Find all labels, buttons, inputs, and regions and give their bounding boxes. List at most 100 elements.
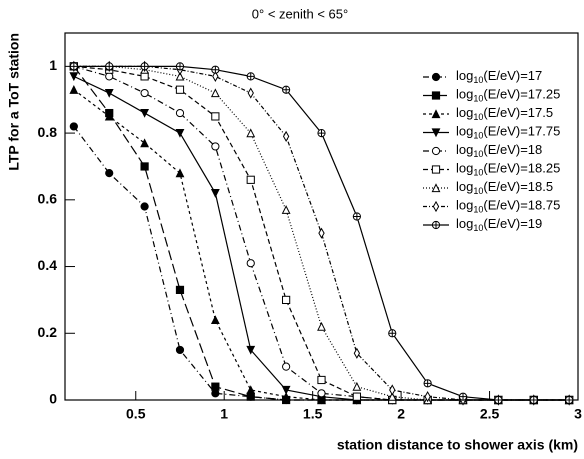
marker <box>211 142 220 151</box>
legend-label: log10(E/eV)=18.5 <box>456 179 553 196</box>
marker <box>318 227 325 239</box>
y-tick-label: 0.6 <box>38 191 58 207</box>
marker <box>175 85 185 94</box>
marker <box>69 72 79 82</box>
legend-subscript: 10 <box>473 112 483 122</box>
legend-text: (E/eV)=18.25 <box>483 161 560 176</box>
marker <box>246 385 256 395</box>
legend-text: (E/eV)=17 <box>483 68 542 83</box>
marker <box>210 189 220 198</box>
marker <box>317 389 326 398</box>
marker <box>104 88 114 98</box>
marker-cross <box>459 393 467 401</box>
legend-subscript: 10 <box>473 149 483 159</box>
marker <box>211 112 220 121</box>
marker <box>317 375 326 385</box>
marker <box>246 175 255 184</box>
marker <box>281 205 291 214</box>
marker <box>432 200 440 213</box>
marker-cross <box>494 396 502 404</box>
marker <box>247 87 254 99</box>
marker <box>282 85 291 94</box>
marker <box>140 108 150 118</box>
marker <box>175 128 185 138</box>
marker <box>431 72 441 82</box>
marker <box>281 391 291 401</box>
marker <box>69 122 78 131</box>
y-tick-label: 0.8 <box>38 124 58 140</box>
marker-cross <box>247 72 255 80</box>
y-tick-label: 1 <box>49 57 57 73</box>
legend-label: log10(E/eV)=17.75 <box>456 124 560 141</box>
marker-cross <box>565 396 573 404</box>
legend-text: (E/eV)=18.75 <box>483 198 560 213</box>
y-tick-label: 0.4 <box>38 257 58 273</box>
marker <box>210 315 220 325</box>
marker <box>105 62 114 71</box>
marker <box>140 138 150 148</box>
legend-label: log10(E/eV)=17.5 <box>456 105 553 122</box>
marker-cross <box>432 221 440 229</box>
marker-cross <box>105 62 113 70</box>
y-axis-label: LTP for a ToT station <box>6 33 22 171</box>
marker <box>352 392 361 401</box>
marker <box>281 385 291 395</box>
x-axis-label: station distance to shower axis (km) <box>337 437 578 453</box>
marker <box>175 108 185 118</box>
marker <box>387 391 397 401</box>
legend-text: (E/eV)=18.5 <box>483 179 553 194</box>
marker <box>69 85 79 94</box>
legend-text: (E/eV)=18 <box>483 142 542 157</box>
marker <box>175 62 185 71</box>
marker <box>175 168 185 178</box>
legend-subscript: 10 <box>473 131 483 141</box>
legend-subscript: 10 <box>473 223 483 233</box>
x-tick-label: 3 <box>574 406 582 422</box>
y-tick-label: 0.2 <box>38 324 58 340</box>
marker <box>246 128 256 138</box>
x-tick-label: 2.5 <box>480 406 500 422</box>
marker-cross <box>141 62 149 70</box>
marker <box>140 62 149 71</box>
marker <box>105 169 114 178</box>
marker <box>104 111 114 121</box>
marker <box>431 109 441 119</box>
marker <box>431 128 441 138</box>
marker <box>282 362 291 371</box>
marker <box>246 259 255 268</box>
marker <box>353 347 361 359</box>
marker-cross <box>388 329 396 337</box>
marker <box>431 165 441 174</box>
marker <box>352 212 361 221</box>
legend-label: log10(E/eV)=17.25 <box>456 87 560 104</box>
legend-label: log10(E/eV)=17 <box>456 68 542 85</box>
marker-cross <box>424 379 432 387</box>
marker-cross <box>176 62 184 70</box>
marker <box>388 329 397 338</box>
marker <box>431 91 441 100</box>
legend-text: log <box>456 87 473 102</box>
legend-text: log <box>456 216 473 231</box>
legend-subscript: 10 <box>473 75 483 85</box>
legend-subscript: 10 <box>473 186 483 196</box>
legend-subscript: 10 <box>473 205 483 215</box>
y-tick-label: 0 <box>49 391 57 407</box>
marker <box>211 389 220 398</box>
legend-text: log <box>456 105 473 120</box>
marker <box>140 72 149 81</box>
marker <box>424 391 431 403</box>
marker <box>423 379 432 388</box>
marker <box>105 72 114 81</box>
marker <box>246 72 255 81</box>
legend-text: log <box>456 124 473 139</box>
marker <box>69 62 78 71</box>
legend-label: log10(E/eV)=18.75 <box>456 198 560 215</box>
marker-cross <box>317 129 326 137</box>
marker <box>529 395 538 405</box>
legend-text: (E/eV)=17.75 <box>483 124 560 139</box>
x-tick-label: 0.5 <box>126 406 146 422</box>
marker-cross <box>70 62 78 70</box>
legend-subscript: 10 <box>473 168 483 178</box>
legend-label: log10(E/eV)=19 <box>456 216 542 233</box>
marker <box>175 71 185 81</box>
